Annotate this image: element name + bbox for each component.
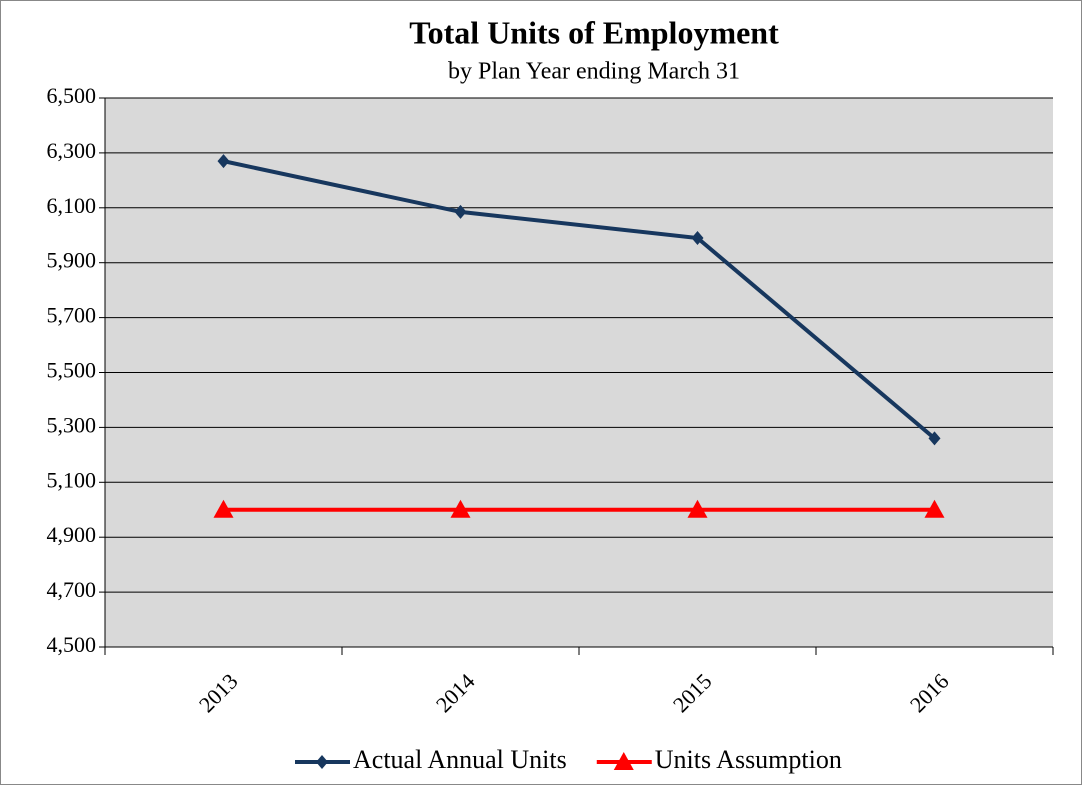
- legend-label: Actual Annual Units: [353, 745, 567, 774]
- marker: [924, 499, 945, 518]
- y-tick-label: 5,900: [47, 248, 97, 273]
- marker: [213, 499, 234, 518]
- y-tick-label: 6,500: [47, 83, 97, 108]
- y-tick-label: 4,900: [47, 522, 97, 547]
- y-tick-label: 5,300: [47, 412, 97, 437]
- y-tick-label: 5,500: [47, 358, 97, 383]
- chart-subtitle: by Plan Year ending March 31: [448, 59, 740, 85]
- marker: [217, 154, 230, 169]
- chart-title: Total Units of Employment: [409, 14, 779, 50]
- y-tick-label: 4,700: [47, 577, 97, 602]
- y-tick-label: 5,700: [47, 303, 97, 328]
- marker: [687, 499, 708, 518]
- y-tick-label: 5,100: [47, 467, 97, 492]
- marker: [450, 499, 471, 518]
- y-tick-label: 6,300: [47, 138, 97, 163]
- y-tick-label: 6,100: [47, 193, 97, 218]
- legend-label: Units Assumption: [655, 745, 842, 774]
- series-line: [223, 159, 936, 440]
- marker: [316, 755, 328, 769]
- marker: [454, 204, 467, 219]
- marker: [691, 230, 704, 245]
- y-tick-label: 4,500: [47, 632, 97, 657]
- marker: [613, 752, 634, 770]
- marker: [928, 431, 941, 446]
